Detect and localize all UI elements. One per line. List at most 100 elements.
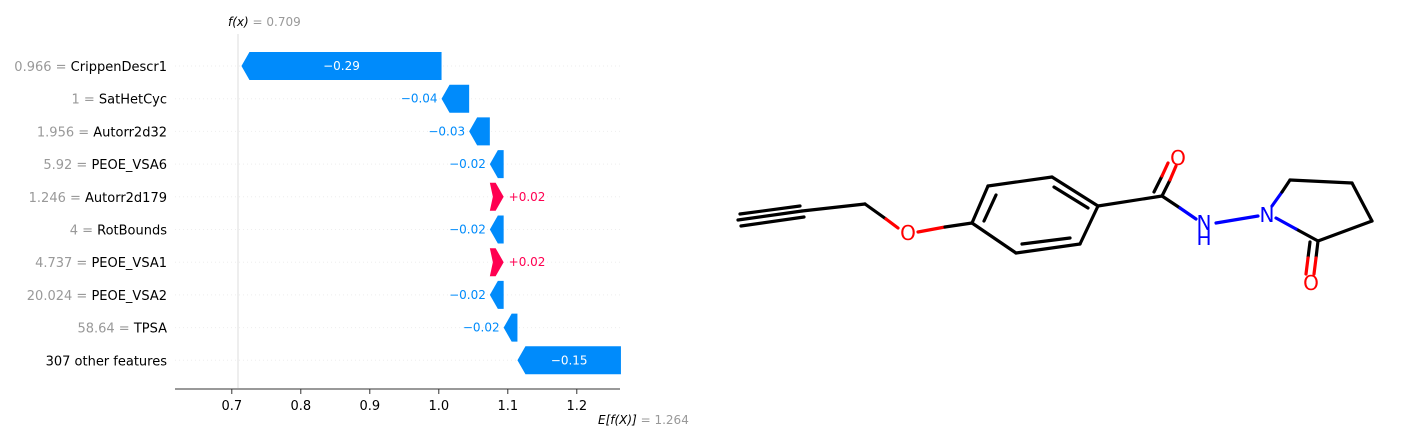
feature-labels-layer: 0.966 = CrippenDescr1 1 = SatHetCyc 1.956 … bbox=[14, 60, 167, 369]
pyrrolidinone-bond-5a bbox=[1294, 227, 1320, 243]
benzene-ring bbox=[970, 175, 1100, 255]
bar-value-label: −0.02 bbox=[449, 157, 486, 171]
feature-value: 4.737 = bbox=[35, 256, 91, 271]
c-nh-bond-b bbox=[1178, 206, 1198, 221]
feature-label: 20.024 = PEOE_VSA2 bbox=[27, 289, 167, 304]
atom-label-amide-nitrogen: N bbox=[1197, 211, 1212, 235]
pyrrolidinone-bond-1 bbox=[1270, 190, 1284, 208]
feature-name: PEOE_VSA6 bbox=[91, 158, 167, 173]
nh-n-bond bbox=[1214, 214, 1260, 225]
shap-waterfall-chart: f(x) = 0.709 −0.29−0.04−0.03−0.02+0.02−0… bbox=[14, 15, 689, 427]
x-axis-ticks: 0.7 0.8 0.9 1.0 1.1 1.2 bbox=[221, 389, 587, 414]
bar-value-label: −0.02 bbox=[449, 288, 486, 302]
pyrrolidinone-bond-4 bbox=[1316, 219, 1374, 243]
fx-value: 0.709 bbox=[266, 15, 300, 29]
carbonyl-double-bond-c bbox=[1152, 174, 1164, 194]
fx-label: f(x) = 0.709 bbox=[228, 15, 301, 29]
ring-carbonyl-d bbox=[1304, 256, 1310, 276]
carbonyl-double-bond-d bbox=[1160, 161, 1170, 178]
waterfall-bar bbox=[489, 182, 504, 211]
waterfall-bar bbox=[489, 280, 504, 309]
feature-name: 307 other features bbox=[46, 354, 168, 369]
ex-value: 1.264 bbox=[654, 413, 688, 427]
x-tick-label: 1.0 bbox=[428, 399, 449, 414]
pyrrolidinone-bond-3 bbox=[1350, 181, 1374, 223]
pyrrolidinone-bond-1b bbox=[1280, 178, 1292, 194]
x-tick-label: 1.2 bbox=[566, 399, 587, 414]
bar-value-label: −0.03 bbox=[428, 124, 465, 138]
feature-value: 1 = bbox=[71, 93, 98, 108]
feature-value: 4 = bbox=[70, 224, 97, 239]
feature-value: 20.024 = bbox=[27, 289, 92, 304]
x-tick-label: 0.9 bbox=[359, 399, 380, 414]
x-tick-label: 0.7 bbox=[221, 399, 242, 414]
ring-carbonyl-a bbox=[1314, 239, 1320, 260]
x-tick-label: 0.8 bbox=[290, 399, 311, 414]
o-ring-bond-b bbox=[943, 221, 974, 229]
bar-value-label: −0.02 bbox=[449, 223, 486, 237]
bar-value-label: −0.04 bbox=[401, 92, 438, 106]
ch2-o-bond-a bbox=[863, 202, 888, 221]
ex-label-name: E[f(X)] bbox=[598, 413, 637, 427]
ch2-bond bbox=[800, 202, 867, 213]
waterfall-bar bbox=[441, 84, 470, 113]
feature-name: PEOE_VSA1 bbox=[91, 256, 167, 271]
feature-name: TPSA bbox=[133, 322, 167, 337]
feature-name: CrippenDescr1 bbox=[71, 60, 167, 75]
pyrrolidinone-bond-2 bbox=[1288, 178, 1354, 185]
fx-label-eq: = bbox=[253, 15, 267, 29]
waterfall-bar bbox=[469, 117, 490, 146]
ex-label-eq: = bbox=[641, 413, 655, 427]
waterfall-bar bbox=[241, 52, 442, 80]
feature-name: PEOE_VSA2 bbox=[91, 289, 167, 304]
waterfall-bar bbox=[517, 346, 621, 375]
bar-value-label: +0.02 bbox=[509, 190, 546, 204]
feature-name: Autorr2d32 bbox=[93, 125, 167, 140]
ring-carbonyl-c bbox=[1306, 240, 1312, 260]
atom-label-amide-hydrogen: H bbox=[1196, 226, 1211, 250]
waterfall-bar bbox=[489, 150, 504, 179]
feature-name: Autorr2d179 bbox=[85, 191, 167, 206]
feature-value: 0.966 = bbox=[14, 60, 70, 75]
pyrrolidinone-bond-5b bbox=[1274, 216, 1298, 231]
ring-carbonyl-bond bbox=[1096, 194, 1164, 208]
fx-label-name: f(x) bbox=[228, 15, 249, 29]
atom-label-ring-oxygen: O bbox=[1303, 271, 1319, 295]
atom-label-ring-nitrogen: N bbox=[1260, 203, 1275, 227]
feature-name: RotBounds bbox=[97, 224, 167, 239]
carbonyl-double-bond-b bbox=[1168, 164, 1178, 182]
feature-label: 4.737 = PEOE_VSA1 bbox=[35, 256, 167, 271]
atom-label-ether-oxygen: O bbox=[900, 221, 916, 245]
bar-value-label: +0.02 bbox=[509, 255, 546, 269]
ex-label: E[f(X)] = 1.264 bbox=[598, 413, 689, 427]
carbonyl-double-bond-a bbox=[1160, 178, 1172, 198]
feature-value: 1.956 = bbox=[37, 125, 93, 140]
grid-layer bbox=[175, 65, 620, 361]
feature-value: 5.92 = bbox=[43, 158, 91, 173]
ring-carbonyl-b bbox=[1312, 256, 1318, 276]
feature-label: 1.246 = Autorr2d179 bbox=[29, 191, 167, 206]
alkyne-bond bbox=[736, 204, 806, 228]
feature-label: 5.92 = PEOE_VSA6 bbox=[43, 158, 167, 173]
waterfall-bar bbox=[503, 313, 518, 342]
feature-label: 0.966 = CrippenDescr1 bbox=[14, 60, 167, 75]
bars-layer: −0.29 −0.04 −0.03 −0.02 +0.02 −0.02 +0.02 −0.02… bbox=[241, 52, 621, 375]
feature-label: 307 other features bbox=[46, 354, 168, 369]
molecule-structure: O O N H N O bbox=[736, 146, 1374, 295]
bar-value-label: −0.15 bbox=[551, 353, 588, 367]
bar-value-label: −0.29 bbox=[323, 59, 360, 73]
feature-label: 1.956 = Autorr2d32 bbox=[37, 125, 167, 140]
o-ring-bond-a bbox=[916, 225, 947, 234]
waterfall-bar bbox=[489, 248, 504, 277]
ch2-o-bond-b bbox=[884, 217, 900, 230]
feature-value: 1.246 = bbox=[29, 191, 85, 206]
feature-value: 58.64 = bbox=[77, 322, 133, 337]
x-tick-label: 1.1 bbox=[497, 399, 518, 414]
feature-label: 58.64 = TPSA bbox=[77, 322, 167, 337]
bar-value-label: −0.02 bbox=[463, 321, 500, 335]
waterfall-bar bbox=[489, 215, 504, 244]
atom-label-carbonyl-oxygen: O bbox=[1170, 146, 1186, 170]
feature-label: 4 = RotBounds bbox=[70, 224, 168, 239]
c-nh-bond-a bbox=[1160, 194, 1182, 210]
feature-label: 1 = SatHetCyc bbox=[71, 93, 167, 108]
